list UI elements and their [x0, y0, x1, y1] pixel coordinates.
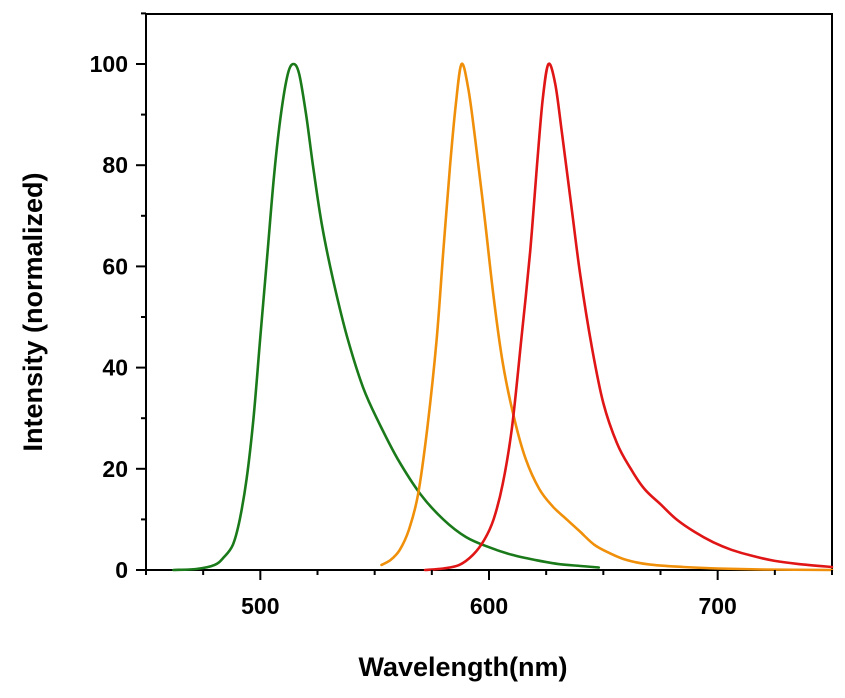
x-tick-label: 500 [241, 593, 279, 619]
y-tick-label: 0 [115, 557, 128, 583]
series-line-red [423, 62, 834, 572]
plot-frame [145, 13, 833, 571]
y-tick-label: 80 [102, 152, 128, 178]
ticks-group: 500 600 700 0 20 40 60 80 100 [90, 12, 833, 619]
series-group [172, 62, 834, 572]
y-tick-label: 20 [102, 456, 128, 482]
series-line-orange [380, 62, 834, 572]
y-tick-label: 40 [102, 355, 128, 381]
series-line-green [172, 62, 601, 572]
y-tick-label: 60 [102, 253, 128, 279]
x-tick-label: 600 [470, 593, 508, 619]
x-axis-title: Wavelength(nm) [359, 652, 568, 682]
y-tick-label: 100 [90, 51, 128, 77]
x-tick-label: 700 [698, 593, 736, 619]
y-axis-title: Intensity (normalized) [18, 172, 48, 451]
